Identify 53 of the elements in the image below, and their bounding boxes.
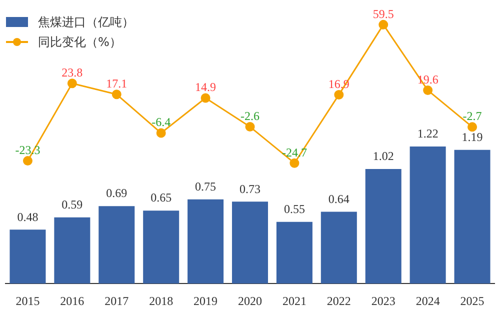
point [290,158,300,168]
legend-label: 同比变化（%） [38,34,122,50]
bar [98,206,135,284]
bar [188,199,224,284]
x-tick-label: 2023 [371,294,396,308]
data-label: 0.65 [150,190,172,205]
x-tick-label: 2024 [416,294,440,308]
x-tick-label: 2016 [60,294,84,308]
point [468,122,478,132]
data-label: 0.64 [328,192,350,206]
point [334,90,344,100]
point [423,86,433,96]
point [156,128,166,138]
bar [365,169,402,284]
bar [232,202,268,284]
data-label: 0.69 [106,186,128,200]
x-tick-label: 2015 [16,294,40,308]
bar [10,230,46,284]
point [112,90,122,100]
data-label: 14.9 [195,80,216,94]
x-tick-label: 2025 [460,294,484,308]
data-label: 59.5 [372,6,394,21]
x-tick-label: 2017 [104,294,129,308]
data-label: 0.48 [17,210,38,224]
data-label: 0.59 [62,197,83,212]
x-tick-label: 2020 [238,294,262,308]
point [378,20,388,30]
bar [454,150,490,284]
bar [54,217,90,284]
data-label: 0.75 [195,180,216,194]
bar [320,212,357,284]
data-label: -6.4 [152,115,171,130]
bar [276,222,312,284]
x-tick-label: 2018 [149,294,174,308]
point [200,93,210,103]
data-label: 1.22 [417,126,438,141]
point [22,156,32,166]
legend-label: 焦煤进口（亿吨） [38,14,134,30]
data-label: 1.02 [372,149,394,164]
x-tick-label: 2022 [326,294,351,308]
data-label: 23.8 [62,66,83,80]
point [245,122,255,132]
bar [143,210,180,284]
data-label: -2.7 [462,109,482,124]
data-label: 17.1 [106,76,128,91]
data-label: -2.6 [240,108,260,123]
x-tick-label: 2019 [194,294,218,308]
bar [410,146,446,284]
point [67,78,77,88]
data-label: 1.19 [462,130,483,144]
data-label: 0.55 [284,202,305,216]
x-tick-label: 2021 [282,294,306,308]
data-label: 0.73 [240,182,260,196]
